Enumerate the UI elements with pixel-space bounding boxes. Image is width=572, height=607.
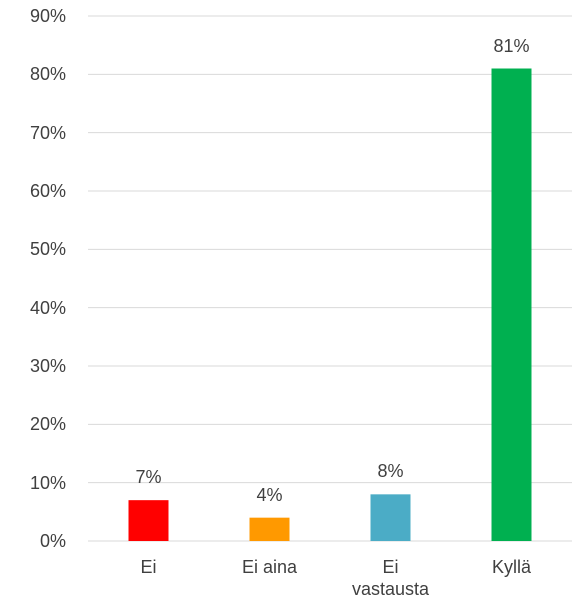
y-tick-label: 70%	[29, 122, 66, 143]
data-label: 7%	[135, 467, 162, 488]
data-label: 4%	[256, 484, 283, 505]
x-tick-label: Kyllä	[491, 557, 531, 577]
x-tick-label: Ei vastausta	[351, 557, 430, 599]
y-tick-label: 0%	[39, 531, 66, 551]
bar	[249, 517, 290, 541]
y-tick-label: 90%	[29, 6, 66, 26]
y-tick-label: 60%	[29, 181, 66, 201]
y-tick-label: 10%	[29, 472, 66, 493]
bar	[128, 500, 169, 541]
x-tick-label: Ei aina	[241, 557, 298, 577]
x-tick-label: Ei	[140, 557, 157, 577]
data-label: 81%	[493, 35, 530, 56]
y-tick-label: 40%	[29, 297, 66, 318]
bar	[491, 68, 532, 541]
y-tick-label: 20%	[29, 414, 66, 435]
bar	[370, 494, 411, 541]
y-tick-label: 80%	[29, 64, 66, 85]
data-label: 8%	[377, 461, 404, 482]
y-tick-label: 50%	[29, 239, 66, 260]
y-tick-label: 30%	[29, 356, 66, 376]
